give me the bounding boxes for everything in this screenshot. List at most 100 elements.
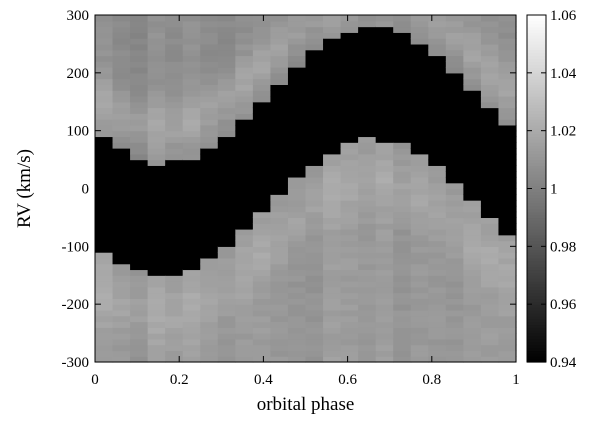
heatmap-cell	[95, 304, 114, 311]
heatmap-cell	[358, 15, 377, 22]
heatmap-cell	[182, 78, 201, 85]
colorbar-step	[527, 307, 546, 311]
heatmap-cell	[463, 356, 482, 363]
heatmap-cell	[270, 275, 289, 282]
heatmap-cell	[130, 113, 149, 120]
heatmap-cell	[200, 223, 219, 230]
colorbar-step	[527, 269, 546, 273]
colorbar-tick-label: 0.94	[550, 355, 577, 371]
heatmap-cell	[410, 78, 429, 85]
heatmap-cell	[323, 356, 342, 363]
heatmap-cell	[498, 90, 517, 97]
heatmap-cell	[130, 72, 149, 80]
heatmap-cell	[287, 304, 307, 311]
heatmap-cell	[217, 124, 236, 132]
heatmap-cell	[445, 350, 464, 357]
heatmap-cell	[358, 286, 377, 294]
heatmap-cell	[410, 257, 429, 265]
heatmap-cell	[375, 194, 394, 201]
heatmap-cell	[305, 136, 324, 143]
x-tick-label: 0	[91, 372, 99, 388]
heatmap-cell	[323, 246, 342, 253]
heatmap-cell	[463, 309, 482, 317]
heatmap-cell	[287, 269, 307, 276]
heatmap-cell	[410, 228, 429, 236]
heatmap-cell	[112, 130, 131, 138]
heatmap-cell	[147, 159, 166, 166]
heatmap-cell	[340, 246, 359, 253]
heatmap-cell	[463, 90, 482, 97]
heatmap-cell	[217, 269, 236, 276]
heatmap-cell	[375, 84, 394, 91]
heatmap-cell	[252, 176, 272, 184]
x-tick-label: 0.4	[254, 372, 273, 388]
heatmap-cell	[235, 136, 254, 143]
heatmap-cell	[112, 84, 131, 91]
heatmap-cell	[305, 142, 324, 149]
heatmap-cell	[445, 49, 464, 57]
heatmap-cell	[428, 26, 447, 33]
heatmap-cell	[147, 119, 166, 126]
heatmap-cell	[182, 275, 201, 282]
heatmap-cell	[252, 90, 272, 97]
heatmap-cell	[428, 182, 447, 190]
heatmap-cell	[340, 223, 359, 230]
heatmap-cell	[200, 182, 219, 190]
heatmap-cell	[410, 95, 429, 103]
heatmap-cell	[428, 61, 447, 68]
heatmap-cell	[305, 15, 324, 22]
heatmap-cell	[270, 304, 289, 311]
heatmap-cell	[410, 200, 429, 207]
heatmap-cell	[375, 61, 394, 68]
heatmap-cell	[252, 269, 272, 276]
heatmap-cell	[480, 124, 500, 132]
heatmap-cell	[305, 257, 324, 265]
heatmap-cell	[200, 107, 219, 114]
heatmap-cell	[305, 101, 324, 109]
heatmap-cell	[182, 309, 201, 317]
heatmap-cell	[95, 113, 114, 120]
heatmap-cell	[498, 321, 517, 328]
heatmap-cell	[463, 350, 482, 357]
heatmap-cell	[217, 246, 236, 253]
heatmap-cell	[252, 246, 272, 253]
heatmap-cell	[393, 194, 412, 201]
heatmap-cell	[463, 101, 482, 109]
heatmap-cell	[375, 20, 394, 28]
heatmap-cell	[165, 263, 184, 271]
heatmap-cell	[428, 124, 447, 132]
colorbar-step	[527, 95, 546, 100]
heatmap-cell	[130, 171, 149, 178]
heatmap-cell	[287, 43, 307, 51]
colorbar-step	[527, 292, 546, 297]
heatmap-cell	[130, 246, 149, 253]
heatmap-cell	[200, 217, 219, 224]
heatmap-cell	[95, 246, 114, 253]
heatmap-cell	[270, 327, 289, 334]
heatmap-cell	[112, 113, 131, 120]
heatmap-cell	[235, 292, 254, 299]
heatmap-cell	[375, 171, 394, 178]
heatmap-cell	[375, 205, 394, 213]
heatmap-cell	[428, 228, 447, 236]
heatmap-cell	[340, 333, 359, 340]
heatmap-cell	[182, 136, 201, 143]
heatmap-cell	[463, 61, 482, 68]
heatmap-cell	[375, 223, 394, 230]
heatmap-cell	[112, 194, 131, 201]
colorbar-step	[527, 153, 546, 158]
heatmap-cell	[323, 234, 342, 242]
heatmap-cell	[393, 246, 412, 253]
colorbar-step	[527, 84, 546, 88]
heatmap-cell	[375, 338, 394, 346]
heatmap-cell	[95, 49, 114, 57]
heatmap-cell	[428, 15, 447, 22]
heatmap-cell	[182, 171, 201, 178]
heatmap-cell	[498, 113, 517, 120]
heatmap-cell	[340, 211, 359, 219]
heatmap-cell	[498, 333, 517, 340]
heatmap-cell	[340, 205, 359, 213]
heatmap-cell	[165, 356, 184, 363]
heatmap-cell	[410, 205, 429, 213]
heatmap-cell	[270, 26, 289, 33]
